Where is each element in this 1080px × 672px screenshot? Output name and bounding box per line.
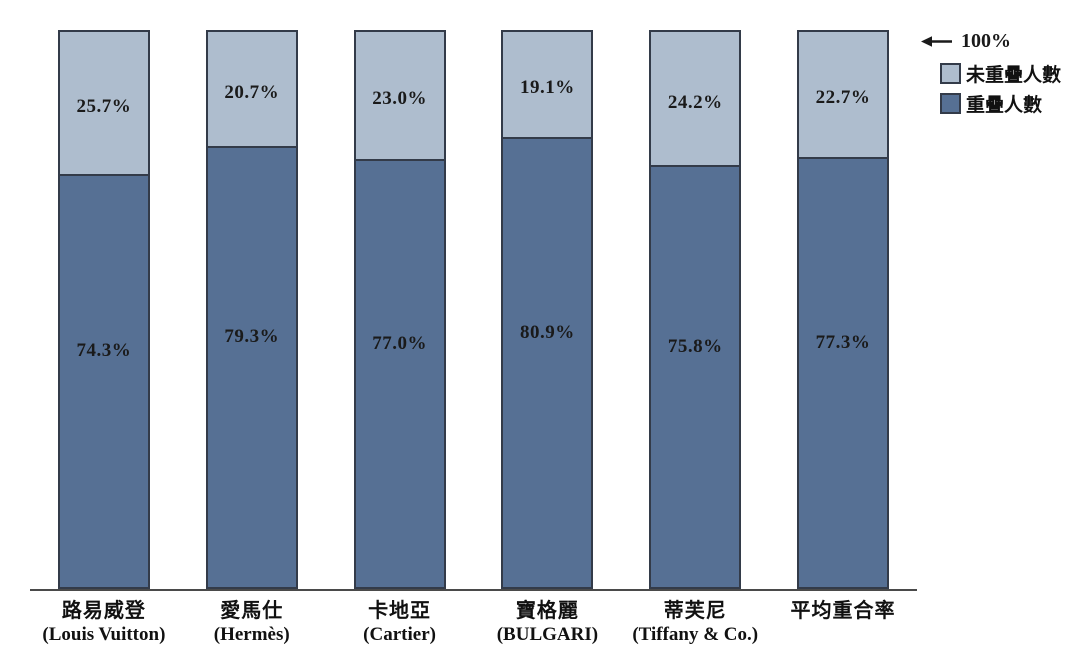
segment-overlap: 77.0% [353, 158, 446, 589]
legend-label-overlap: 重疊人數 [966, 95, 1043, 116]
segment-non-overlap: 24.2% [649, 30, 742, 166]
x-label-en: (Louis Vuitton) [42, 624, 166, 645]
x-label-en: (Tiffany & Co.) [632, 624, 759, 645]
segment-overlap: 80.9% [501, 136, 594, 589]
x-label-en: (Hermès) [213, 624, 290, 645]
x-label-tiffany: 蒂芙尼 (Tiffany & Co.) [621, 599, 769, 647]
non-overlap-value-label: 25.7% [76, 95, 132, 117]
overlap-value-label: 74.3% [76, 340, 132, 362]
bar-cartier: 23.0% 77.0% [353, 30, 446, 589]
non-overlap-value-label: 20.7% [224, 81, 280, 103]
segment-overlap: 77.3% [797, 156, 890, 589]
non-overlap-value-label: 23.0% [372, 88, 427, 110]
bar-bulgari: 19.1% 80.9% [501, 30, 594, 589]
overlap-value-label: 77.3% [815, 331, 871, 353]
segment-overlap: 74.3% [57, 173, 150, 589]
segment-non-overlap: 23.0% [353, 30, 446, 159]
legend-swatch-overlap [940, 93, 961, 114]
plot-area: 25.7% 74.3% 20.7% 79.3% 23.0% 77.0% [30, 30, 917, 591]
x-label-average-overlap-rate: 平均重合率 [769, 599, 917, 647]
arrow-left-icon [921, 36, 952, 47]
segment-non-overlap: 22.7% [797, 30, 890, 157]
non-overlap-value-label: 24.2% [667, 91, 723, 113]
legend: 100% 未重疊人數 重疊人數 [921, 30, 1079, 120]
legend-label-non-overlap: 未重疊人數 [966, 65, 1062, 86]
x-axis-labels: 路易威登 (Louis Vuitton) 愛馬仕 (Hermès) 卡地亞 (C… [30, 599, 917, 647]
legend-item-non-overlap: 未重疊人數 [921, 60, 1079, 87]
x-label-zh: 平均重合率 [790, 600, 896, 622]
segment-non-overlap: 25.7% [57, 30, 150, 174]
x-label-louis-vuitton: 路易威登 (Louis Vuitton) [30, 599, 178, 647]
legend-swatch-non-overlap [940, 63, 961, 84]
x-label-hermes: 愛馬仕 (Hermès) [178, 599, 326, 647]
axis-max-annotation: 100% [921, 30, 1079, 53]
segment-overlap: 75.8% [649, 165, 742, 589]
bar-tiffany: 24.2% 75.8% [649, 30, 742, 589]
overlap-value-label: 80.9% [520, 321, 575, 343]
segment-non-overlap: 20.7% [205, 30, 298, 146]
segment-overlap: 79.3% [205, 145, 298, 589]
legend-item-overlap: 重疊人數 [921, 90, 1079, 117]
x-label-zh: 卡地亞 [368, 600, 432, 622]
x-label-zh: 蒂芙尼 [663, 600, 727, 622]
x-label-bulgari: 寶格麗 (BULGARI) [473, 599, 621, 647]
non-overlap-value-label: 22.7% [815, 87, 871, 109]
x-label-zh: 寶格麗 [515, 600, 579, 622]
x-label-cartier: 卡地亞 (Cartier) [326, 599, 474, 647]
overlap-value-label: 75.8% [667, 336, 723, 358]
x-label-zh: 愛馬仕 [220, 600, 284, 622]
overlap-value-label: 79.3% [224, 326, 280, 348]
bar-average-overlap-rate: 22.7% 77.3% [797, 30, 890, 589]
x-label-en: (Cartier) [363, 624, 436, 645]
non-overlap-value-label: 19.1% [520, 77, 575, 99]
x-label-en: (BULGARI) [496, 624, 599, 645]
bar-louis-vuitton: 25.7% 74.3% [57, 30, 150, 589]
axis-max-label: 100% [961, 30, 1011, 52]
bar-hermes: 20.7% 79.3% [205, 30, 298, 589]
overlap-value-label: 77.0% [372, 332, 427, 354]
x-label-zh: 路易威登 [61, 600, 146, 622]
segment-non-overlap: 19.1% [501, 30, 594, 137]
